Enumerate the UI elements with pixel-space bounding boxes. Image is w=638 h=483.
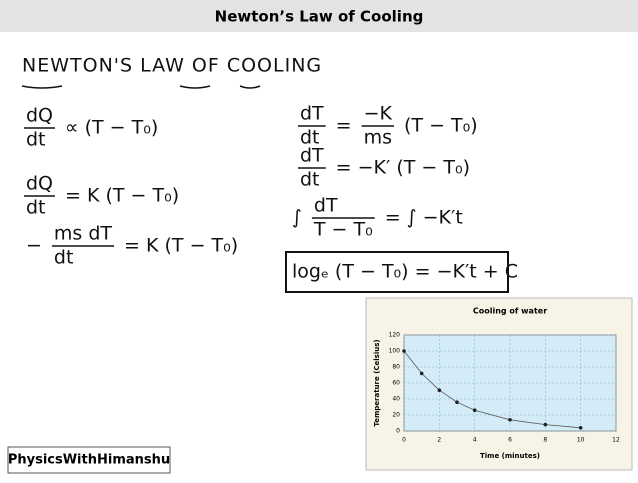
- equation-text: ∫: [292, 207, 302, 229]
- equation-text: ∝ (T − T₀): [65, 117, 158, 139]
- y-tick-label: 40: [392, 396, 400, 403]
- data-point: [472, 408, 477, 413]
- data-point: [455, 400, 459, 405]
- y-tick-label: 80: [392, 364, 400, 371]
- result-box: [285, 251, 509, 293]
- denominator: dt: [300, 169, 320, 191]
- y-axis-label: Temperature (Celsius): [373, 339, 381, 426]
- fit-curve: [403, 350, 581, 429]
- equation-text: = −K′ (T − T₀): [336, 157, 470, 179]
- data-point: [578, 426, 583, 430]
- denominator: dt: [26, 197, 46, 219]
- data-point: [402, 349, 406, 353]
- data-point: [543, 422, 548, 427]
- x-tick-label: 4: [473, 437, 477, 444]
- denominator: T − T₀: [313, 219, 373, 241]
- x-tick-label: 2: [437, 437, 441, 444]
- credit: PhysicsWithHimanshu: [8, 453, 170, 468]
- x-tick-label: 8: [543, 437, 547, 444]
- chart-title: Cooling of water: [473, 307, 547, 316]
- data-point: [508, 418, 512, 422]
- numerator: dQ: [26, 173, 53, 195]
- numerator: dT: [300, 145, 324, 167]
- y-tick-label: 0: [396, 428, 400, 435]
- header-title: Newton’s Law of Cooling: [215, 8, 424, 26]
- x-tick-label: 6: [508, 437, 512, 444]
- header-bar: [0, 0, 638, 32]
- x-axis-label: Time (minutes): [480, 452, 540, 460]
- y-tick-label: 120: [389, 332, 401, 339]
- board-heading: NEWTON'S LAW OF COOLING: [22, 55, 322, 77]
- credit-box: [7, 446, 171, 474]
- equation-text: = ∫ −K′t: [385, 207, 463, 229]
- data-point: [419, 371, 424, 376]
- x-tick-label: 10: [577, 437, 585, 444]
- numerator: dT: [300, 103, 324, 125]
- y-tick-label: 20: [392, 412, 400, 419]
- y-tick-label: 100: [389, 348, 401, 355]
- underline: [21, 85, 261, 89]
- denominator: dt: [26, 129, 46, 151]
- equation-text: =: [336, 115, 352, 137]
- equation-text: −: [26, 235, 42, 257]
- numerator: −K: [364, 103, 393, 125]
- numerator: dQ: [26, 105, 53, 127]
- equation-text: logₑ (T − T₀) = −K′t + C: [292, 261, 518, 283]
- y-tick-label: 60: [392, 380, 400, 387]
- denominator: ms: [364, 127, 392, 149]
- numerator: dT: [314, 195, 338, 217]
- denominator: dt: [300, 127, 320, 149]
- equation-text: (T − T₀): [404, 115, 478, 137]
- x-tick-label: 0: [402, 437, 406, 444]
- denominator: dt: [54, 247, 74, 269]
- equation-text: = K (T − T₀): [65, 185, 179, 207]
- data-point: [437, 388, 442, 393]
- equation-text: = K (T − T₀): [124, 235, 238, 257]
- numerator: ms dT: [54, 223, 113, 245]
- x-tick-label: 12: [612, 437, 620, 444]
